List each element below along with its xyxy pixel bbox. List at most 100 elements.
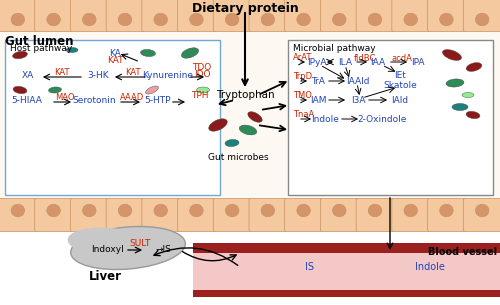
Ellipse shape [404,204,417,217]
Text: IAM: IAM [310,96,326,105]
Ellipse shape [11,204,24,217]
Ellipse shape [226,204,239,217]
Ellipse shape [440,13,453,26]
Text: →IS: →IS [155,246,171,254]
FancyBboxPatch shape [392,0,430,31]
Text: MAO: MAO [55,93,75,102]
FancyBboxPatch shape [70,199,108,231]
Ellipse shape [47,13,60,26]
Ellipse shape [82,204,96,217]
Bar [193,253,500,290]
Text: 2-Oxindole: 2-Oxindole [358,115,406,124]
Text: ILA: ILA [338,58,352,67]
FancyBboxPatch shape [5,40,220,195]
Text: Dietary protein: Dietary protein [192,2,298,15]
Ellipse shape [404,13,417,26]
Ellipse shape [68,228,152,258]
Text: Indoxyl: Indoxyl [92,246,124,254]
Ellipse shape [12,51,28,59]
Text: 5-HIAA: 5-HIAA [12,96,42,105]
Text: acdA: acdA [392,54,412,63]
Text: Serotonin: Serotonin [72,96,116,105]
Ellipse shape [140,49,156,56]
Text: Tryptophan: Tryptophan [216,90,274,100]
Text: TrA: TrA [311,77,325,86]
FancyBboxPatch shape [106,199,144,231]
Ellipse shape [261,13,274,26]
Ellipse shape [332,13,346,26]
Text: KA: KA [109,49,121,58]
Text: TDO: TDO [192,63,212,72]
Bar [193,290,500,297]
Text: TPH: TPH [191,91,209,100]
FancyBboxPatch shape [178,0,216,31]
Text: KAT: KAT [107,56,123,65]
Text: I3A: I3A [351,96,365,105]
Ellipse shape [368,13,382,26]
Ellipse shape [476,204,489,217]
FancyBboxPatch shape [428,199,466,231]
Ellipse shape [47,204,60,217]
Ellipse shape [466,63,482,71]
Text: ArAT: ArAT [293,53,312,62]
FancyBboxPatch shape [320,199,358,231]
Text: IPyA: IPyA [307,58,327,67]
Text: IAAld: IAAld [346,77,370,86]
Text: TnaA: TnaA [293,110,314,119]
Ellipse shape [452,103,468,110]
Text: XA: XA [22,71,34,80]
Ellipse shape [261,204,274,217]
FancyBboxPatch shape [464,0,500,31]
FancyBboxPatch shape [392,199,430,231]
Ellipse shape [118,204,132,217]
FancyBboxPatch shape [34,199,72,231]
FancyBboxPatch shape [320,0,358,31]
Bar [0,30,500,200]
Ellipse shape [442,49,462,60]
Ellipse shape [332,204,346,217]
FancyBboxPatch shape [288,40,493,195]
Text: TrpD: TrpD [293,72,312,81]
Ellipse shape [226,13,239,26]
Text: Indole: Indole [415,262,445,272]
Text: KAT: KAT [54,68,70,77]
Ellipse shape [66,48,78,52]
FancyBboxPatch shape [34,0,72,31]
Ellipse shape [368,204,382,217]
FancyBboxPatch shape [142,0,180,31]
Text: 5-HTP: 5-HTP [145,96,171,105]
Ellipse shape [297,204,310,217]
FancyBboxPatch shape [428,0,466,31]
Ellipse shape [11,13,24,26]
Text: Gut microbes: Gut microbes [208,153,268,162]
Text: fldBC: fldBC [354,54,376,63]
Text: SULT: SULT [130,239,150,247]
Text: Microbial pathway: Microbial pathway [293,44,376,53]
FancyBboxPatch shape [464,199,500,231]
Ellipse shape [462,92,474,98]
Ellipse shape [154,204,168,217]
Text: IEt: IEt [394,71,406,80]
Text: IAld: IAld [392,96,408,105]
Ellipse shape [154,13,168,26]
Ellipse shape [70,227,186,270]
FancyBboxPatch shape [284,199,323,231]
FancyBboxPatch shape [249,199,286,231]
FancyBboxPatch shape [356,199,394,231]
Text: TMO: TMO [293,91,312,100]
Bar [193,243,500,253]
Text: IS: IS [306,262,314,272]
Text: Kynurenine: Kynurenine [142,71,194,80]
FancyBboxPatch shape [106,0,144,31]
FancyBboxPatch shape [70,0,108,31]
FancyBboxPatch shape [0,0,36,31]
Ellipse shape [182,48,198,58]
Ellipse shape [466,111,480,119]
Text: IPA: IPA [411,58,425,67]
Ellipse shape [446,79,464,87]
Ellipse shape [476,13,489,26]
FancyBboxPatch shape [178,199,216,231]
Text: Gut lumen: Gut lumen [5,35,73,48]
Text: AAAD: AAAD [120,93,144,102]
FancyBboxPatch shape [356,0,394,31]
